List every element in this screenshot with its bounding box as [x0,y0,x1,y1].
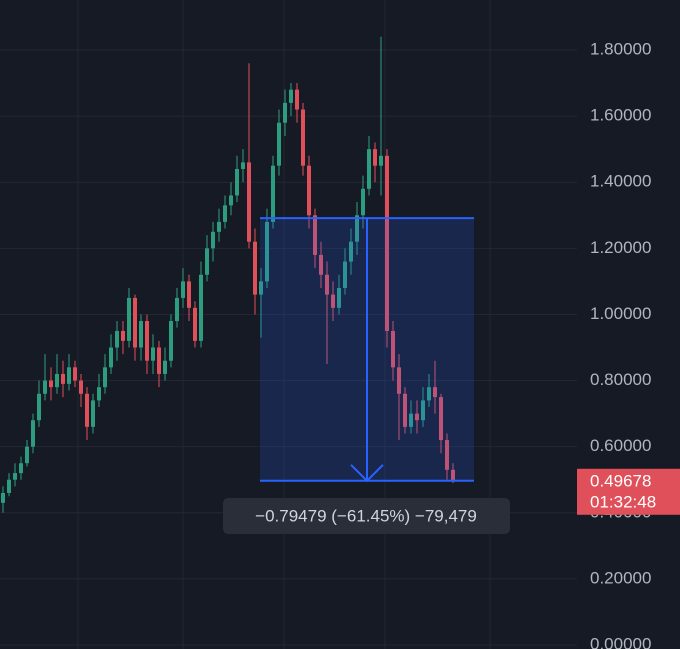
candle-body [187,281,191,308]
candle-body [199,274,203,341]
candle-body [31,420,35,447]
candle-body [127,297,131,341]
candle-body [451,469,455,481]
y-tick-label: 1.40000 [590,172,651,191]
candle-body [385,155,389,331]
candle-body [403,393,407,427]
candle-body [49,380,53,388]
last-price-label: 0.49678 [590,471,651,490]
measure-arrowhead [350,464,384,483]
candle-body [427,387,431,401]
candle-body [157,347,161,374]
candle-body [439,397,443,441]
candle-body [247,162,251,242]
candle-body [355,215,359,242]
candle-body [349,241,353,262]
candle-body [151,347,155,361]
candle-body [421,400,425,421]
candle-body [163,360,167,374]
candle-body [343,261,347,288]
candle-body [277,122,281,166]
candle-body [133,297,137,348]
y-tick-label: 1.20000 [590,238,651,257]
candle-body [115,330,119,348]
candle-body [283,102,287,123]
candle-body [379,155,383,166]
candle-body [1,492,5,503]
candle-body [181,281,185,298]
candle-body [271,165,275,222]
candle-body [397,367,401,394]
candle-body [253,241,257,295]
candle-body [295,89,299,110]
candle-body [97,387,101,401]
candle-body [79,380,83,394]
y-tick-label: 1.00000 [590,304,651,323]
candle-body [241,162,245,169]
candle-body [337,288,341,308]
candle-body [217,221,221,232]
candle-body [265,221,269,282]
candle-body [85,393,89,427]
candle-body [313,215,317,255]
candle-body [223,205,227,222]
measure-label: −0.79479 (−61.45%) −79,479 [255,506,477,525]
y-tick-label: 0.60000 [590,436,651,455]
candle-body [445,440,449,470]
candle-body [19,463,23,474]
candle-body [229,195,233,206]
candle-body [73,367,77,381]
candle-body [193,307,197,341]
candle-body [259,281,263,295]
candle-body [7,479,11,493]
candle-body [211,231,215,249]
candle-body [433,387,437,398]
y-tick-label: 0.80000 [590,370,651,389]
candle-body [61,373,65,384]
candle-body [175,297,179,322]
candle-body [25,446,29,464]
y-tick-label: 0.00000 [590,634,651,649]
candle-body [373,149,377,166]
candle-body [145,321,149,361]
candle-body [301,109,305,166]
candle-body [235,169,239,196]
candle-body [325,274,329,295]
candle-body [37,393,41,421]
candle-body [91,400,95,427]
candle-body [43,380,47,394]
candle-body [13,473,17,480]
candle-body [121,330,125,341]
candle-body [109,347,113,368]
last-price-tag [577,468,680,515]
candle-body [205,248,209,275]
candle-body [391,330,395,368]
candle-body [103,367,107,388]
candle-body [361,188,365,216]
candle-body [415,413,419,421]
candle-body [307,165,311,216]
candle-body [55,373,59,388]
candle-body [169,321,173,361]
y-tick-label: 0.20000 [590,568,651,587]
measure-label-box [223,498,510,534]
candle-body [409,413,413,427]
candle-body [67,367,71,384]
candle-body [139,321,143,348]
y-tick-label: 1.60000 [590,106,651,125]
candle-body [319,254,323,275]
candle-body [289,89,293,103]
candle-body [367,149,371,189]
countdown: 01:32:48 [590,492,656,511]
y-tick-label: 1.80000 [590,39,651,58]
candle-body [331,294,335,308]
